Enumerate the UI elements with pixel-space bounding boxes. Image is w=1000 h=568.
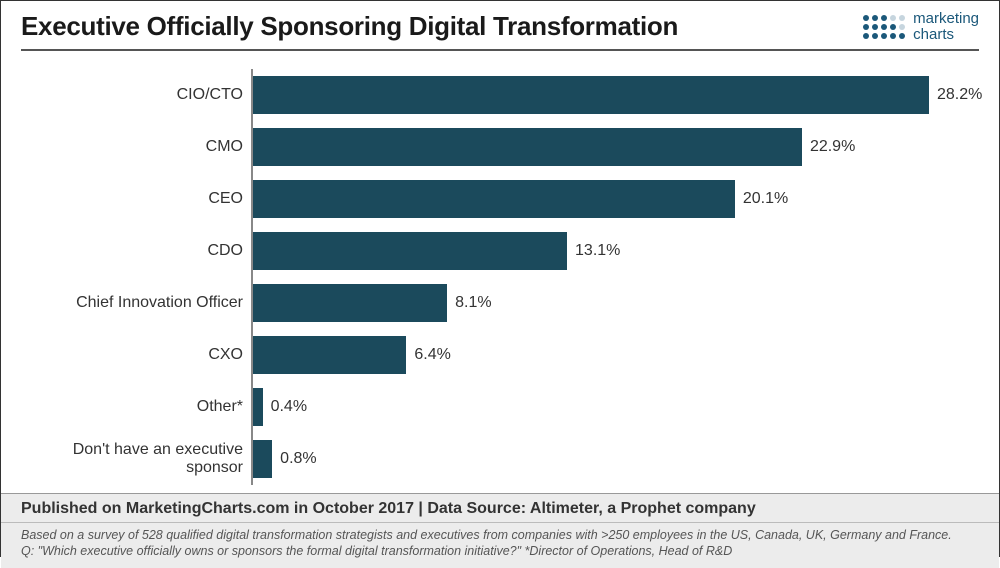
category-label: CEO bbox=[21, 190, 251, 208]
category-label: CXO bbox=[21, 346, 251, 364]
bar-fill bbox=[253, 76, 929, 114]
chart-title: Executive Officially Sponsoring Digital … bbox=[21, 11, 678, 42]
value-label: 8.1% bbox=[447, 294, 491, 312]
chart-row: CMO 22.9% bbox=[21, 121, 929, 173]
bar-fill bbox=[253, 440, 272, 478]
chart-row: CEO 20.1% bbox=[21, 173, 929, 225]
category-label: CMO bbox=[21, 138, 251, 156]
footer-note-1: Based on a survey of 528 qualified digit… bbox=[21, 527, 979, 544]
category-label: CIO/CTO bbox=[21, 86, 251, 104]
logo-text: marketing charts bbox=[913, 11, 979, 43]
bar-fill bbox=[253, 388, 263, 426]
category-label: Don't have an executive sponsor bbox=[21, 441, 251, 477]
chart-row: Don't have an executive sponsor 0.8% bbox=[21, 433, 929, 485]
chart-area: CIO/CTO28.2%CMO22.9%CEO20.1%CDO13.1%Chie… bbox=[1, 51, 999, 493]
value-label: 13.1% bbox=[567, 242, 620, 260]
brand-logo: marketing charts bbox=[863, 11, 979, 43]
bar-cell: 0.8% bbox=[251, 433, 929, 485]
chart-row: Other* 0.4% bbox=[21, 381, 929, 433]
value-label: 6.4% bbox=[406, 346, 450, 364]
category-label: CDO bbox=[21, 242, 251, 260]
bar-cell: 20.1% bbox=[251, 173, 929, 225]
category-label: Other* bbox=[21, 398, 251, 416]
value-label: 20.1% bbox=[735, 190, 788, 208]
chart-row: Chief Innovation Officer 8.1% bbox=[21, 277, 929, 329]
bar-fill bbox=[253, 128, 802, 166]
footer-note: Based on a survey of 528 qualified digit… bbox=[1, 523, 999, 568]
bar-cell: 28.2% bbox=[251, 69, 929, 121]
value-label: 22.9% bbox=[802, 138, 855, 156]
footer-note-2: Q: "Which executive officially owns or s… bbox=[21, 543, 979, 560]
value-label: 0.8% bbox=[272, 450, 316, 468]
chart-row: CIO/CTO28.2% bbox=[21, 69, 929, 121]
bar-cell: 6.4% bbox=[251, 329, 929, 381]
bar-cell: 0.4% bbox=[251, 381, 929, 433]
logo-line2: charts bbox=[913, 27, 979, 43]
logo-dots-icon bbox=[863, 15, 905, 39]
bar-cell: 22.9% bbox=[251, 121, 929, 173]
footer-source: Published on MarketingCharts.com in Octo… bbox=[1, 494, 999, 523]
bar-fill bbox=[253, 336, 406, 374]
bar-cell: 13.1% bbox=[251, 225, 929, 277]
chart-row: CXO 6.4% bbox=[21, 329, 929, 381]
header: Executive Officially Sponsoring Digital … bbox=[1, 1, 999, 47]
bar-fill bbox=[253, 284, 447, 322]
bar-fill bbox=[253, 232, 567, 270]
value-label: 0.4% bbox=[263, 398, 307, 416]
value-label: 28.2% bbox=[929, 86, 982, 104]
chart-row: CDO 13.1% bbox=[21, 225, 929, 277]
category-label: Chief Innovation Officer bbox=[21, 294, 251, 312]
bar-cell: 8.1% bbox=[251, 277, 929, 329]
bar-fill bbox=[253, 180, 735, 218]
logo-line1: marketing bbox=[913, 11, 979, 27]
chart-container: Executive Officially Sponsoring Digital … bbox=[0, 0, 1000, 557]
